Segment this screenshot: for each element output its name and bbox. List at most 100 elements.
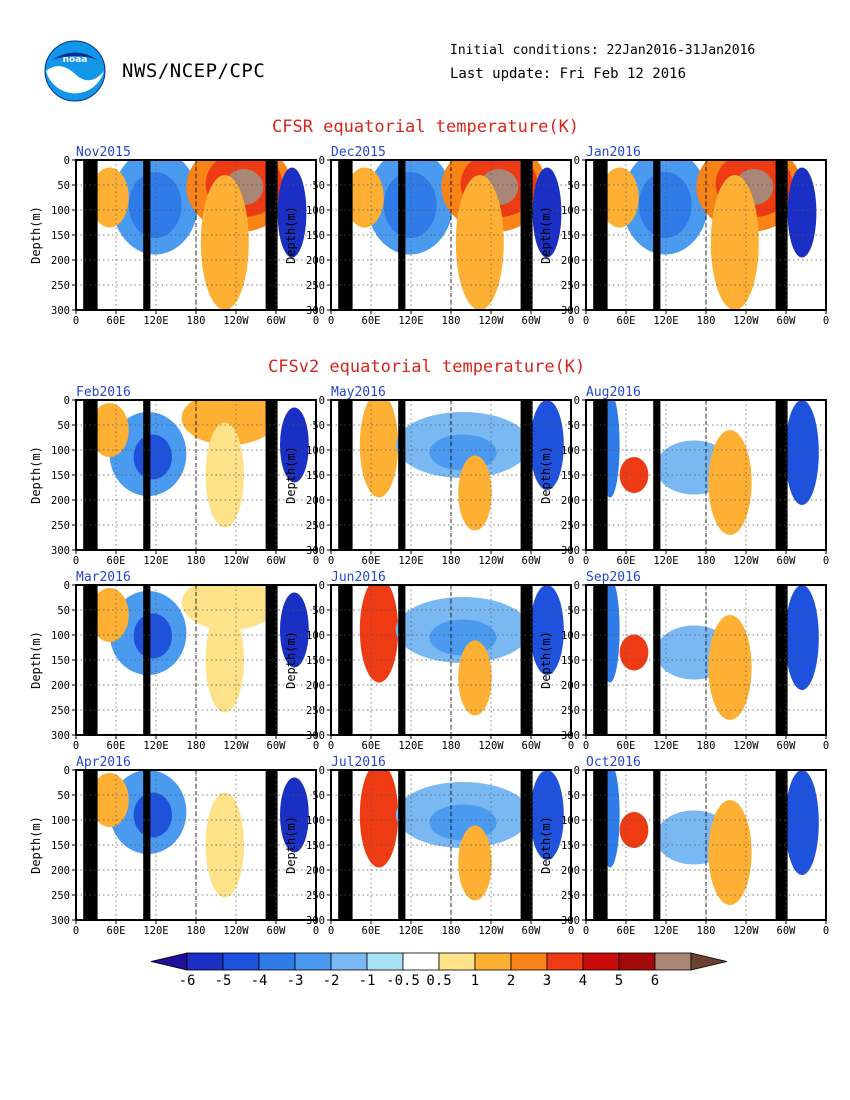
panel-label: May2016 <box>331 385 386 400</box>
x-tick-label: 60W <box>777 315 797 327</box>
y-tick-label: 150 <box>561 840 580 852</box>
anomaly-blob <box>90 773 129 827</box>
x-tick-label: 0 <box>583 925 589 937</box>
land-mask <box>398 400 406 550</box>
x-tick-label: 0 <box>328 315 334 327</box>
x-tick-label: 0 <box>568 740 574 752</box>
y-tick-label: 0 <box>64 765 70 777</box>
x-tick-label: 120W <box>223 555 249 567</box>
anomaly-blob <box>90 403 129 457</box>
y-tick-label: 300 <box>306 305 325 317</box>
x-tick-label: 120W <box>478 925 504 937</box>
y-tick-label: 100 <box>561 630 580 642</box>
noaa-logo: noaa <box>44 40 106 102</box>
land-mask <box>265 585 278 735</box>
x-tick-label: 60E <box>617 740 636 752</box>
anomaly-blob <box>458 455 492 531</box>
y-axis-label: Depth(m) <box>29 206 43 264</box>
anomaly-blob <box>359 585 399 683</box>
y-tick-label: 50 <box>567 790 580 802</box>
x-tick-label: 120W <box>223 925 249 937</box>
colorbar-label: -3 <box>287 973 304 989</box>
x-tick-label: 60W <box>267 925 287 937</box>
y-tick-label: 100 <box>561 445 580 457</box>
anomaly-blob <box>128 172 182 238</box>
y-axis-label: Depth(m) <box>284 816 298 874</box>
y-tick-label: 300 <box>306 915 325 927</box>
y-tick-label: 300 <box>561 730 580 742</box>
y-tick-label: 100 <box>51 630 70 642</box>
x-tick-label: 120W <box>478 315 504 327</box>
colorbar-segment <box>654 952 692 971</box>
x-tick-label: 120W <box>223 740 249 752</box>
x-tick-label: 0 <box>73 315 79 327</box>
panel-label: Nov2015 <box>76 145 131 160</box>
x-tick-label: 60E <box>617 925 636 937</box>
colorbar-arrow-right <box>690 952 728 971</box>
x-tick-label: 60E <box>617 555 636 567</box>
colorbar-label: 2 <box>507 973 515 989</box>
colorbar-label: 0.5 <box>426 973 451 989</box>
land-mask <box>265 400 278 550</box>
y-axis-label: Depth(m) <box>29 631 43 689</box>
x-tick-label: 180 <box>697 925 716 937</box>
colorbar-label: -1 <box>359 973 376 989</box>
x-tick-label: 60E <box>362 555 381 567</box>
land-mask <box>775 585 788 735</box>
x-tick-label: 180 <box>442 315 461 327</box>
land-mask <box>265 770 278 920</box>
anomaly-blob <box>787 167 817 258</box>
colorbar-segment <box>222 952 260 971</box>
y-tick-label: 300 <box>561 305 580 317</box>
colorbar-label: -2 <box>323 973 340 989</box>
anomaly-blob <box>200 175 249 310</box>
anomaly-blob <box>181 400 278 445</box>
colorbar-segment <box>294 952 332 971</box>
anomaly-blob <box>600 167 639 228</box>
y-tick-label: 200 <box>51 680 70 692</box>
y-tick-label: 50 <box>312 420 325 432</box>
anomaly-blob <box>133 792 172 838</box>
land-mask <box>520 585 533 735</box>
y-tick-label: 150 <box>561 470 580 482</box>
y-tick-label: 150 <box>306 230 325 242</box>
y-tick-label: 200 <box>561 680 580 692</box>
x-tick-label: 0 <box>823 740 829 752</box>
anomaly-blob <box>530 585 564 675</box>
y-tick-label: 0 <box>574 395 580 407</box>
land-mask <box>398 585 406 735</box>
x-tick-label: 120W <box>223 315 249 327</box>
y-axis-label: Depth(m) <box>539 816 553 874</box>
y-tick-label: 200 <box>51 255 70 267</box>
initial-conditions: Initial conditions: 22Jan2016-31Jan2016 <box>450 43 756 58</box>
x-tick-label: 0 <box>73 925 79 937</box>
x-tick-label: 120E <box>143 925 168 937</box>
y-tick-label: 50 <box>567 180 580 192</box>
x-tick-label: 60E <box>107 555 126 567</box>
y-tick-label: 100 <box>51 445 70 457</box>
y-tick-label: 250 <box>561 520 580 532</box>
y-tick-label: 0 <box>574 580 580 592</box>
y-tick-label: 300 <box>51 915 70 927</box>
y-tick-label: 250 <box>51 280 70 292</box>
land-mask <box>653 160 661 310</box>
anomaly-blob <box>359 770 399 868</box>
x-tick-label: 0 <box>568 555 574 567</box>
y-tick-label: 50 <box>567 420 580 432</box>
x-tick-label: 0 <box>568 925 574 937</box>
y-tick-label: 200 <box>306 495 325 507</box>
x-tick-label: 60W <box>267 315 287 327</box>
x-tick-label: 0 <box>823 315 829 327</box>
anomaly-blob <box>359 400 399 498</box>
x-tick-label: 120E <box>398 925 423 937</box>
x-tick-label: 0 <box>313 555 319 567</box>
anomaly-blob <box>785 400 819 505</box>
y-tick-label: 200 <box>306 680 325 692</box>
y-tick-label: 100 <box>306 630 325 642</box>
